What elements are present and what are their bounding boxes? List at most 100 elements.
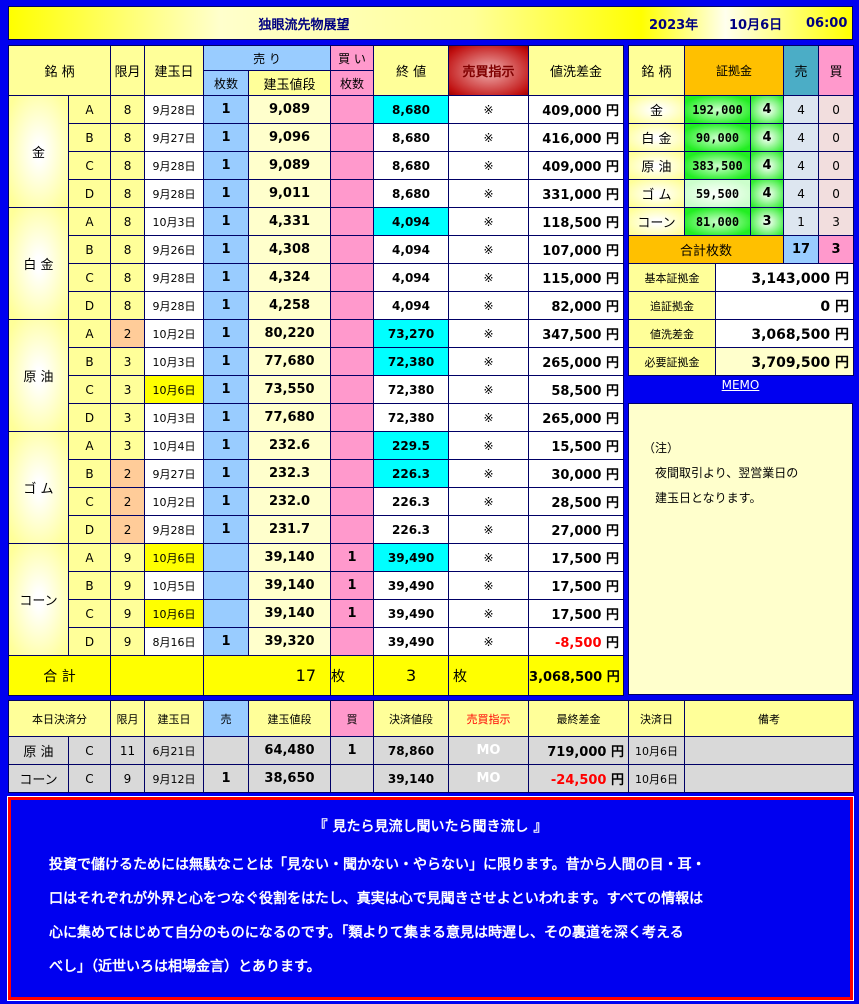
yen-unit: 円 bbox=[606, 188, 620, 203]
entry-price: 4,331 bbox=[248, 207, 332, 236]
margin-buy: 0 bbox=[818, 179, 855, 208]
settled-final-diff: 719,000 円 bbox=[528, 736, 629, 765]
header-time: 06:00 bbox=[806, 15, 848, 31]
position-slot: D bbox=[67, 179, 112, 208]
header-date: 10月6日 bbox=[729, 17, 783, 33]
settled-commodity: コーン bbox=[8, 764, 69, 793]
position-slot: B bbox=[67, 235, 112, 264]
settled-date: 10月6日 bbox=[628, 764, 685, 793]
settled-header-date: 建玉日 bbox=[144, 700, 204, 737]
position-slot: B bbox=[67, 459, 112, 488]
settled-final-diff: -24,500 円 bbox=[528, 764, 629, 793]
sell-qty: 1 bbox=[203, 459, 250, 488]
signal-mark: ※ bbox=[448, 571, 530, 600]
close-price: 8,680 bbox=[373, 151, 450, 180]
yen-unit: 円 bbox=[606, 216, 620, 231]
valuation-diff: 27,000 円 bbox=[528, 515, 625, 544]
quote-line: 投資で儲けるためには無駄なことは「見ない・聞かない・やらない」に限ります。昔から… bbox=[49, 857, 706, 873]
margin-row: 原 油 383,500 4 4 0 bbox=[628, 151, 855, 180]
total-sell-qty: 17 bbox=[203, 655, 332, 696]
yen-unit: 円 bbox=[606, 160, 620, 175]
commodity-name: ゴ ム bbox=[8, 431, 69, 544]
settled-sell bbox=[203, 736, 249, 765]
margin-sell: 4 bbox=[783, 179, 820, 208]
signal-mark: ※ bbox=[448, 403, 530, 432]
settled-header-buy: 買 bbox=[330, 700, 374, 737]
valuation-diff: 17,500 円 bbox=[528, 543, 625, 572]
settled-header-final: 最終差金 bbox=[528, 700, 629, 737]
signal-mark: ※ bbox=[448, 207, 530, 236]
contract-month: 8 bbox=[110, 151, 146, 180]
position-row: D 8 9月28日 1 9,011 8,680 ※ 331,000 円 bbox=[9, 179, 625, 208]
close-price: 39,490 bbox=[373, 543, 450, 572]
buy-qty bbox=[330, 403, 375, 432]
total-label: 合 計 bbox=[7, 655, 112, 696]
position-row: B 8 9月27日 1 9,096 8,680 ※ 416,000 円 bbox=[9, 123, 625, 152]
sell-qty: 1 bbox=[203, 235, 250, 264]
entry-date: 8月16日 bbox=[144, 627, 205, 656]
settled-header-name: 本日決済分 bbox=[8, 700, 111, 737]
contract-month: 9 bbox=[110, 627, 146, 656]
header-buy-qty: 枚数 bbox=[330, 70, 375, 96]
margin-summary-row: 追証拠金 0 円 bbox=[628, 291, 855, 320]
entry-price: 77,680 bbox=[248, 347, 332, 376]
yen-unit: 円 bbox=[835, 326, 850, 343]
valuation-diff: 17,500 円 bbox=[528, 599, 625, 628]
yen-unit: 円 bbox=[606, 356, 620, 371]
position-slot: A bbox=[67, 431, 112, 460]
settled-month: 9 bbox=[110, 764, 145, 793]
settled-commodity: 原 油 bbox=[8, 736, 69, 765]
entry-price: 231.7 bbox=[248, 515, 332, 544]
signal-mark: ※ bbox=[448, 95, 530, 124]
sell-qty: 1 bbox=[203, 95, 250, 124]
contract-month: 8 bbox=[110, 123, 146, 152]
settled-note bbox=[684, 736, 854, 765]
sell-qty: 1 bbox=[203, 291, 250, 320]
margin-commodity: 金 bbox=[628, 95, 685, 124]
close-price: 4,094 bbox=[373, 207, 450, 236]
header-diff: 値洗差金 bbox=[528, 45, 625, 96]
entry-price: 4,308 bbox=[248, 235, 332, 264]
buy-qty bbox=[330, 459, 375, 488]
total-buy-unit: 枚 bbox=[448, 655, 530, 696]
buy-qty: 1 bbox=[330, 599, 375, 628]
position-row: B 3 10月3日 1 77,680 72,380 ※ 265,000 円 bbox=[9, 347, 625, 376]
valuation-diff: 58,500 円 bbox=[528, 375, 625, 404]
yen-unit: 円 bbox=[835, 354, 850, 371]
sell-qty bbox=[203, 571, 250, 600]
buy-qty bbox=[330, 179, 375, 208]
buy-qty bbox=[330, 151, 375, 180]
margin-sell: 4 bbox=[783, 95, 820, 124]
sell-qty: 1 bbox=[203, 347, 250, 376]
summary-label: 追証拠金 bbox=[628, 291, 716, 320]
settled-signal: MO bbox=[448, 764, 529, 793]
position-slot: C bbox=[67, 375, 112, 404]
yen-unit: 円 bbox=[606, 132, 620, 147]
buy-qty bbox=[330, 431, 375, 460]
valuation-diff: 107,000 円 bbox=[528, 235, 625, 264]
memo-link[interactable]: MEMO bbox=[721, 378, 760, 392]
sell-qty bbox=[203, 543, 250, 572]
title-bar: 独眼流先物展望 2023年 10月6日 06:00 bbox=[8, 6, 853, 40]
margin-row: 金 192,000 4 4 0 bbox=[628, 95, 855, 124]
contract-month: 9 bbox=[110, 571, 146, 600]
contract-month: 9 bbox=[110, 543, 146, 572]
header-year: 2023年 bbox=[649, 17, 699, 33]
settled-buy: 1 bbox=[330, 736, 374, 765]
entry-date: 9月28日 bbox=[144, 291, 205, 320]
commodity-name: コーン bbox=[8, 543, 69, 656]
margin-count: 4 bbox=[749, 151, 785, 180]
summary-label: 値洗差金 bbox=[628, 319, 716, 348]
sell-qty: 1 bbox=[203, 431, 250, 460]
signal-mark: ※ bbox=[448, 347, 530, 376]
memo-line: （注） bbox=[643, 441, 680, 455]
yen-unit: 円 bbox=[610, 773, 624, 788]
position-slot: A bbox=[67, 95, 112, 124]
position-slot: D bbox=[67, 291, 112, 320]
buy-qty bbox=[330, 263, 375, 292]
margin-row: コーン 81,000 3 1 3 bbox=[628, 207, 855, 236]
margin-row: 白 金 90,000 4 4 0 bbox=[628, 123, 855, 152]
buy-qty bbox=[330, 487, 375, 516]
buy-qty bbox=[330, 347, 375, 376]
yen-unit: 円 bbox=[606, 524, 620, 539]
